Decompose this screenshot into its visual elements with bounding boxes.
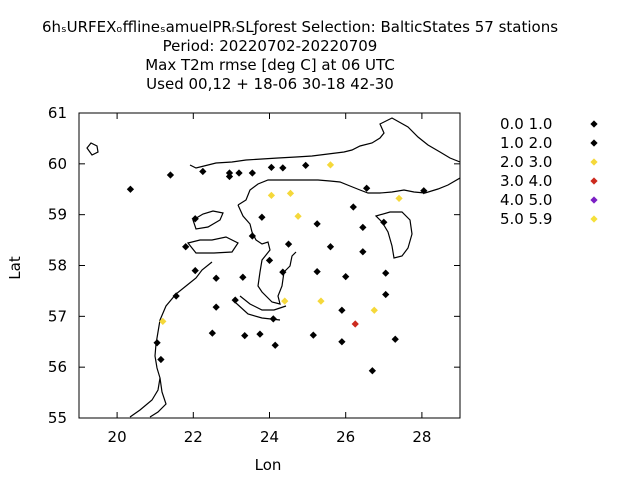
x-tick-label: 28 [412, 428, 431, 446]
station-point [248, 169, 256, 177]
legend: 0.0 1.01.0 2.02.0 3.03.0 4.04.0 5.05.0 5… [500, 115, 598, 228]
station-point [382, 290, 390, 299]
chart-title-line-3: Max T2m rmse [deg C] at 06 UTC [145, 56, 395, 74]
station-point [351, 320, 359, 328]
legend-marker [590, 196, 598, 204]
station-point [182, 243, 190, 251]
station-point [326, 243, 335, 251]
station-point [279, 164, 287, 172]
legend-marker [590, 139, 598, 147]
station-point [286, 189, 295, 197]
station-point [342, 273, 350, 281]
chart-title-line-1: 6hₛURFEXₒfflineₛamuelPRᵣSLƒorest Selecti… [42, 18, 558, 36]
y-tick-label: 61 [48, 104, 67, 122]
legend-label: 0.0 1.0 [500, 115, 552, 133]
legend-marker [590, 158, 598, 166]
y-tick-label: 56 [48, 358, 67, 376]
y-tick-label: 57 [48, 307, 67, 325]
station-point [363, 184, 371, 192]
station-point [269, 315, 277, 323]
station-point [212, 303, 220, 311]
station-point [265, 256, 274, 265]
station-point [191, 266, 199, 275]
x-axis-label: Lon [255, 456, 282, 474]
y-axis: 55 56 57 58 59 60 61 [48, 104, 460, 427]
map-outline [86, 117, 460, 418]
station-point [317, 297, 325, 305]
station-point [370, 306, 378, 314]
chart-title-line-4: Used 00,12 + 18-06 30-18 42-30 [146, 75, 394, 93]
y-tick-label: 59 [48, 206, 67, 224]
legend-label: 3.0 4.0 [500, 172, 552, 190]
station-point [258, 213, 266, 221]
station-point [166, 171, 175, 179]
station-point [159, 317, 167, 326]
x-axis: 20 22 24 26 28 [108, 113, 431, 446]
station-point [153, 339, 161, 347]
station-point [359, 248, 367, 256]
station-point [420, 187, 428, 195]
y-axis-label: Lat [6, 256, 24, 280]
chart-title-line-2: Period: 20220702-20220709 [163, 37, 378, 55]
station-point [313, 267, 321, 276]
station-point [279, 268, 287, 276]
legend-label: 4.0 5.0 [500, 191, 552, 209]
station-point [338, 338, 346, 346]
legend-label: 5.0 5.9 [500, 210, 552, 228]
legend-marker [590, 215, 598, 223]
station-point [231, 296, 239, 304]
station-point [256, 330, 264, 338]
legend-label: 2.0 3.0 [500, 153, 552, 171]
station-point [380, 218, 388, 226]
station-point [267, 163, 276, 172]
station-point [208, 329, 216, 337]
station-point [313, 220, 321, 228]
y-tick-label: 55 [48, 409, 67, 427]
x-tick-label: 20 [108, 428, 127, 446]
station-point [239, 273, 247, 281]
station-point [241, 332, 249, 340]
station-point [294, 212, 302, 220]
station-point [349, 203, 357, 211]
x-tick-label: 22 [184, 428, 203, 446]
x-tick-label: 24 [260, 428, 279, 446]
station-point [359, 223, 367, 231]
station-point [199, 167, 207, 176]
station-point [368, 367, 376, 375]
station-point [326, 161, 335, 169]
station-point [395, 194, 403, 203]
y-tick-label: 58 [48, 257, 67, 275]
station-point [235, 169, 243, 177]
station-point [212, 274, 220, 282]
station-point [126, 185, 135, 193]
station-point [157, 355, 165, 364]
station-point [172, 292, 180, 300]
station-point [281, 297, 289, 305]
station-point [248, 232, 256, 240]
station-point [309, 331, 317, 339]
station-point [338, 306, 346, 314]
station-point [391, 335, 399, 343]
station-point [382, 269, 390, 277]
station-point [302, 161, 310, 169]
station-point [267, 191, 276, 199]
station-point [284, 240, 293, 248]
station-point [225, 169, 234, 177]
station-point [271, 341, 279, 349]
legend-marker [590, 177, 598, 185]
station-points [126, 161, 428, 375]
station-point [191, 215, 199, 223]
legend-marker [590, 120, 598, 128]
x-tick-label: 26 [336, 428, 355, 446]
y-tick-label: 60 [48, 155, 67, 173]
legend-label: 1.0 2.0 [500, 134, 552, 152]
